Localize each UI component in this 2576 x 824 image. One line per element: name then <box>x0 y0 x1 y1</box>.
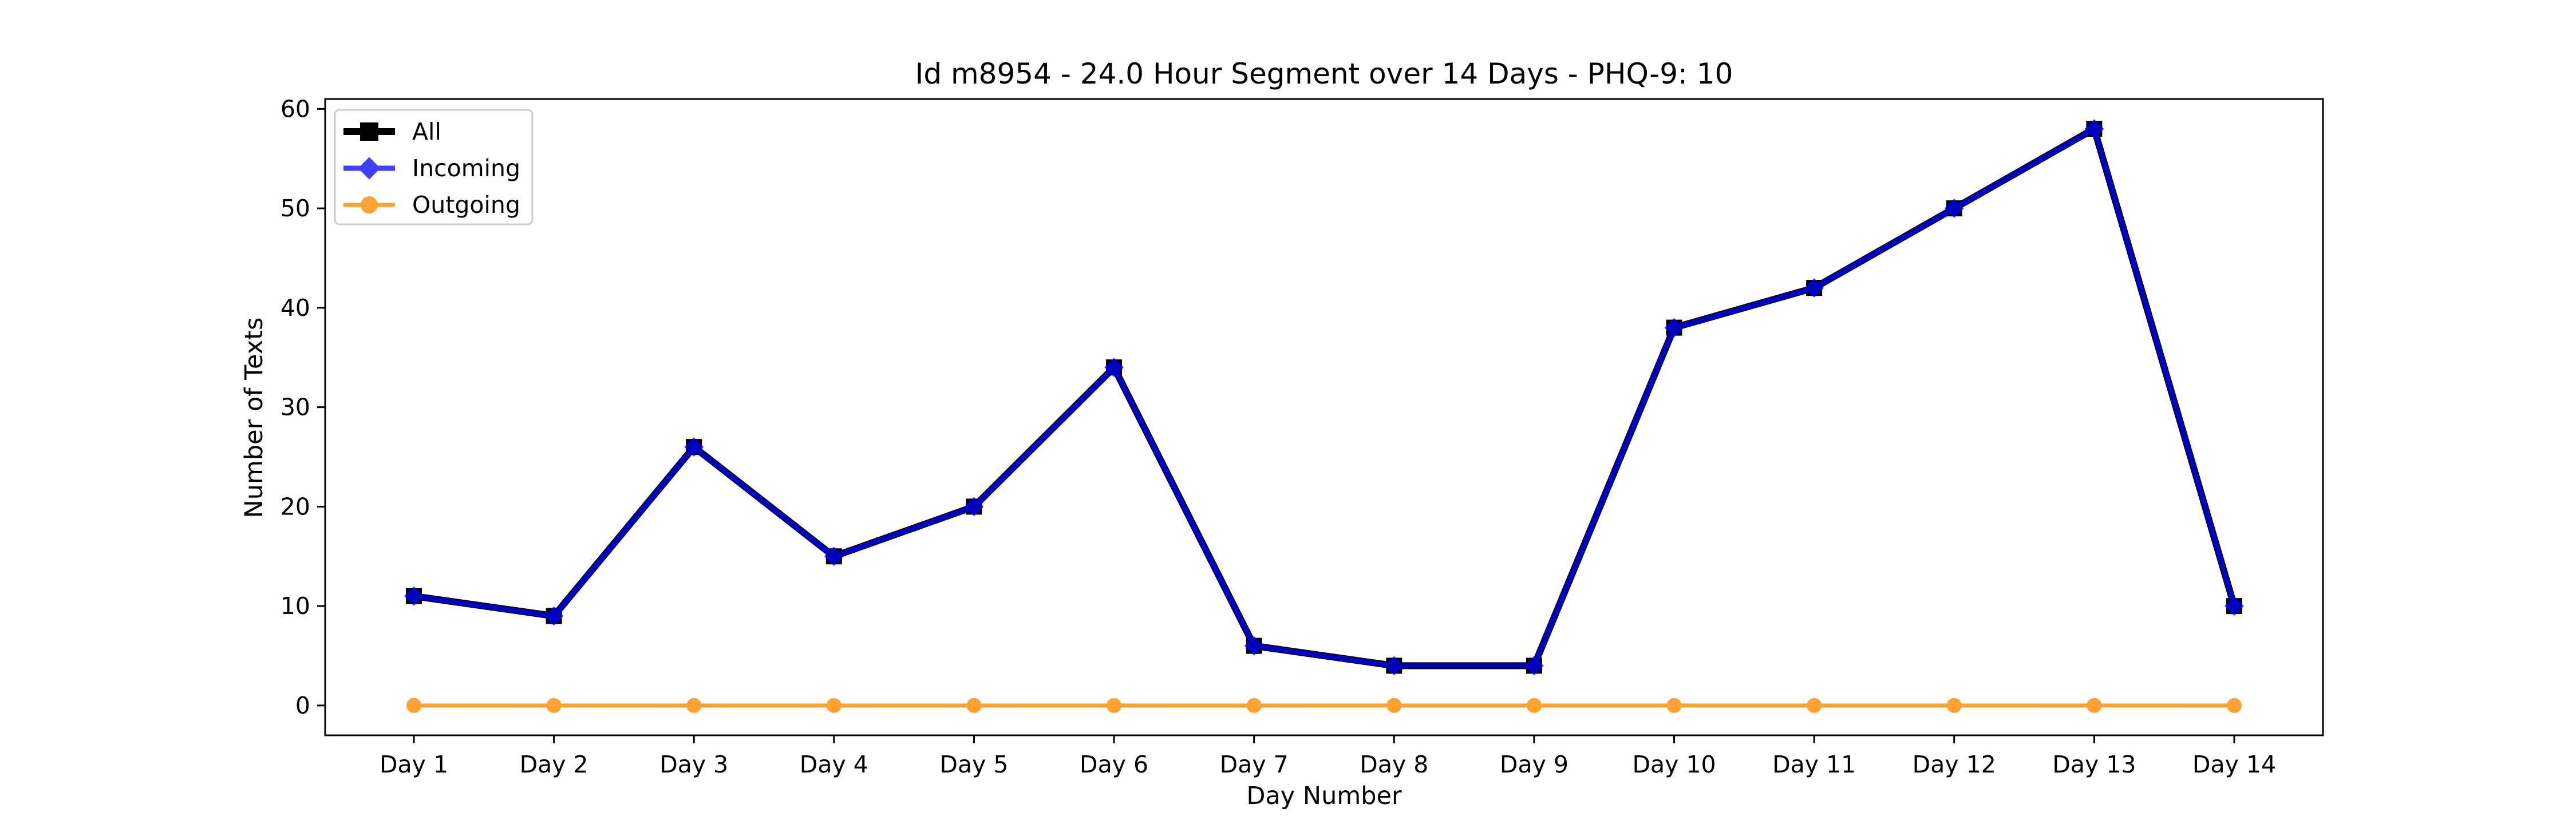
data-point-outgoing <box>686 698 702 713</box>
y-axis-label: Number of Texts <box>240 318 268 518</box>
x-tick-label: Day 8 <box>1360 751 1428 778</box>
data-point-outgoing <box>1666 698 1682 713</box>
data-point-incoming <box>684 437 704 457</box>
data-point-incoming <box>2084 119 2104 139</box>
data-point-outgoing <box>966 698 982 713</box>
data-point-outgoing <box>406 698 421 713</box>
legend-entry-incoming <box>343 157 395 180</box>
data-point-incoming <box>1944 199 1964 219</box>
x-tick-label: Day 14 <box>2192 751 2276 778</box>
data-point-outgoing <box>2227 698 2242 713</box>
series-line-incoming <box>413 126 2237 668</box>
legend-entry-outgoing <box>343 196 395 213</box>
y-tick-label: 40 <box>280 294 310 322</box>
y-tick-label: 0 <box>295 692 310 719</box>
legend-marker <box>360 122 378 141</box>
y-tick-label: 30 <box>280 394 310 421</box>
data-point-incoming <box>544 606 564 626</box>
data-point-incoming <box>964 497 984 517</box>
y-tick-label: 20 <box>280 493 310 520</box>
data-point-incoming <box>404 586 424 606</box>
data-point-incoming <box>1104 358 1124 378</box>
x-tick-label: Day 2 <box>520 751 588 778</box>
data-point-outgoing <box>826 698 841 713</box>
y-tick-label: 10 <box>280 592 310 620</box>
data-point-incoming <box>1244 636 1264 656</box>
plot-area: 0 10 20 30 40 50 60 Day 1 Day 2 Day 3 Day 4 Day 5 Da… <box>280 95 2324 778</box>
x-tick-label: Day 4 <box>800 751 868 778</box>
x-tick-label: Day 12 <box>1913 751 1996 778</box>
data-point-incoming <box>1804 278 1824 298</box>
x-tick-label: Day 11 <box>1772 751 1856 778</box>
legend-label: All <box>412 118 441 145</box>
x-tick-label: Day 5 <box>939 751 1008 778</box>
x-tick-label: Day 10 <box>1632 751 1716 778</box>
legend-label: Incoming <box>412 154 520 182</box>
legend: All Incoming Outgoing <box>334 109 534 225</box>
data-point-outgoing <box>546 698 562 713</box>
data-point-incoming <box>1384 656 1404 676</box>
x-tick-label: Day 9 <box>1500 751 1568 778</box>
x-tick-label: Day 7 <box>1220 751 1289 778</box>
data-point-outgoing <box>1946 698 1962 713</box>
legend-marker <box>361 196 378 213</box>
data-point-incoming <box>1664 318 1684 338</box>
legend-label: Outgoing <box>412 191 520 219</box>
legend-box <box>334 109 534 225</box>
data-point-incoming <box>824 546 844 566</box>
data-point-outgoing <box>1526 698 1542 713</box>
legend-marker <box>358 157 381 180</box>
data-point-incoming <box>1524 656 1544 676</box>
x-tick-label: Day 6 <box>1080 751 1148 778</box>
x-axis-label: Day Number <box>1246 782 1402 810</box>
data-point-outgoing <box>1386 698 1402 713</box>
data-point-outgoing <box>1246 698 1262 713</box>
series-outgoing <box>406 698 2242 713</box>
plot-frame <box>324 98 2324 736</box>
y-tick-label: 60 <box>280 95 310 122</box>
series-incoming <box>404 119 2244 676</box>
x-tick-label: Day 13 <box>2052 751 2136 778</box>
data-point-incoming <box>2225 596 2244 616</box>
data-point-outgoing <box>2087 698 2102 713</box>
x-tick-label: Day 3 <box>659 751 728 778</box>
legend-entry-all <box>343 122 395 141</box>
data-point-outgoing <box>1807 698 1822 713</box>
x-tick-label: Day 1 <box>380 751 448 778</box>
chart-title: Id m8954 - 24.0 Hour Segment over 14 Day… <box>915 57 1733 90</box>
y-tick-label: 50 <box>280 195 310 222</box>
data-point-outgoing <box>1107 698 1122 713</box>
